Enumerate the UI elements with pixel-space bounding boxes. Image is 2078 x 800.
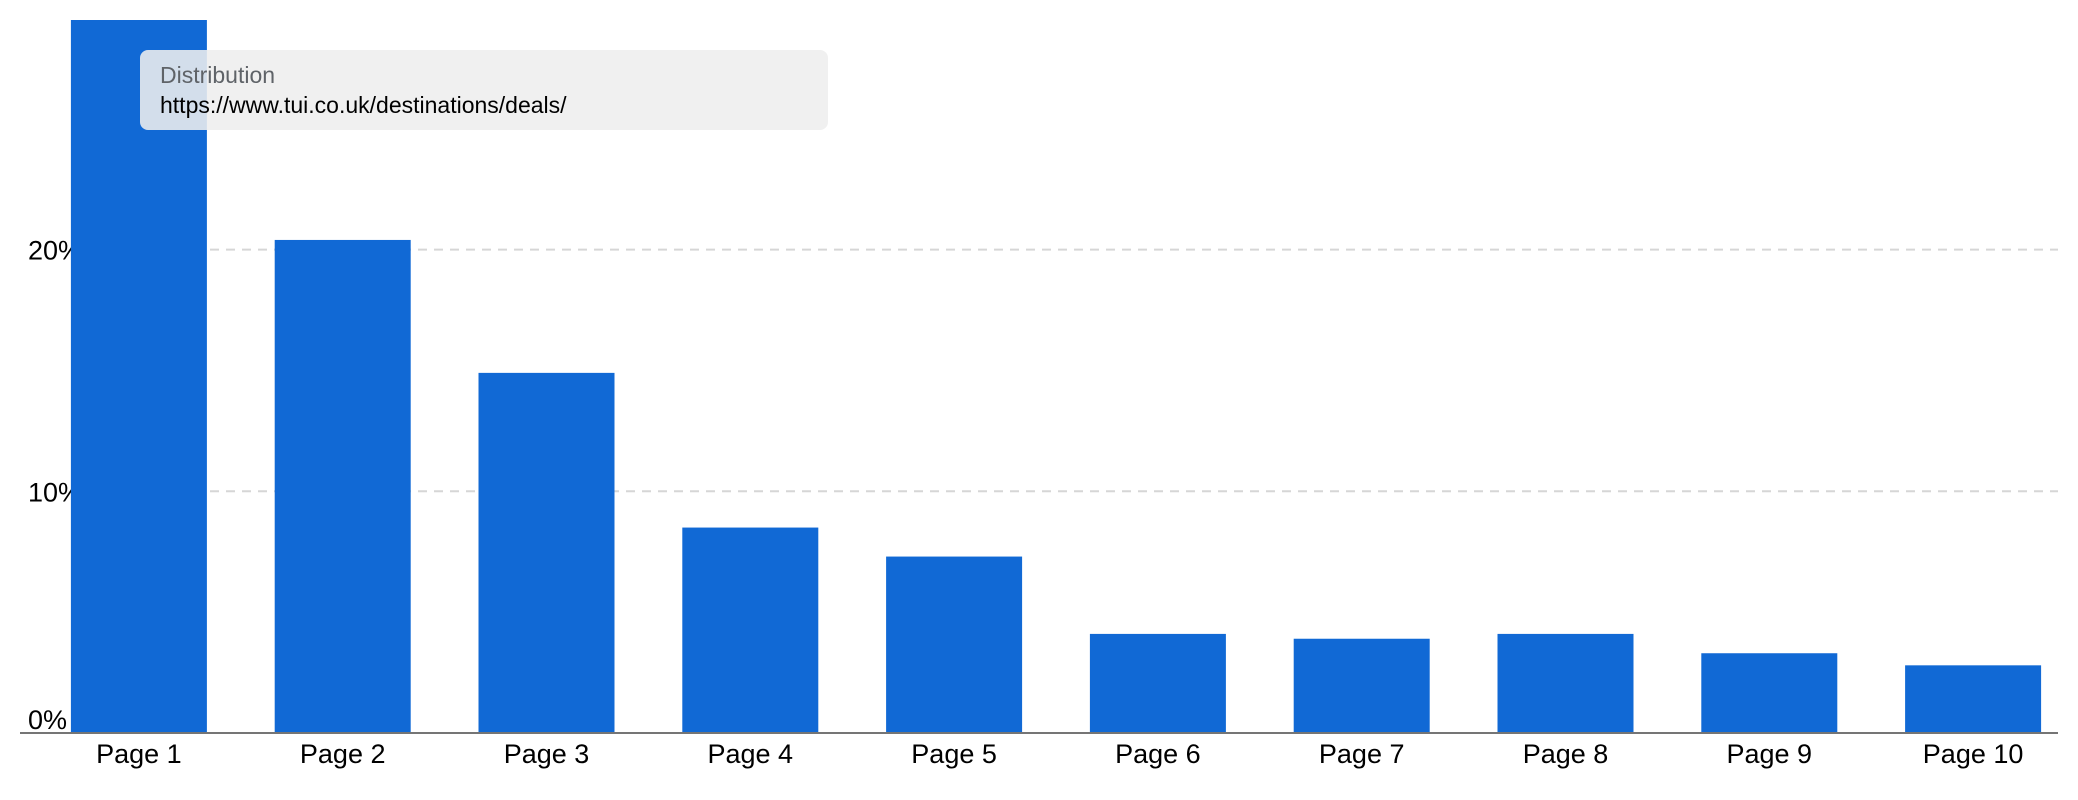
bar[interactable] [1905, 665, 2042, 733]
y-tick-label: 0% [28, 705, 67, 735]
x-tick-label: Page 3 [504, 739, 590, 769]
x-tick-label: Page 7 [1319, 739, 1405, 769]
bar[interactable] [478, 372, 615, 733]
bar[interactable] [1497, 633, 1634, 733]
bar[interactable] [886, 556, 1023, 733]
x-tick-label: Page 1 [96, 739, 182, 769]
x-tick-label: Page 6 [1115, 739, 1201, 769]
bars [70, 20, 2042, 733]
bar[interactable] [1701, 653, 1838, 733]
bar[interactable] [682, 527, 819, 733]
x-axis-ticks: Page 1 Page 2 Page 3 Page 4 Page 5 Page 6 Page… [96, 739, 2023, 769]
x-tick-label: Page 10 [1923, 739, 2024, 769]
bar[interactable] [70, 20, 207, 733]
tooltip: Distribution https://www.tui.co.uk/desti… [140, 50, 828, 130]
tooltip-title: Distribution [160, 62, 276, 88]
x-tick-label: Page 2 [300, 739, 386, 769]
bar[interactable] [1089, 633, 1226, 733]
x-tick-label: Page 9 [1727, 739, 1813, 769]
x-tick-label: Page 5 [911, 739, 997, 769]
x-tick-label: Page 4 [708, 739, 794, 769]
bar[interactable] [1293, 638, 1430, 733]
bar[interactable] [274, 239, 411, 733]
x-tick-label: Page 8 [1523, 739, 1609, 769]
tooltip-value: https://www.tui.co.uk/destinations/deals… [160, 92, 567, 118]
